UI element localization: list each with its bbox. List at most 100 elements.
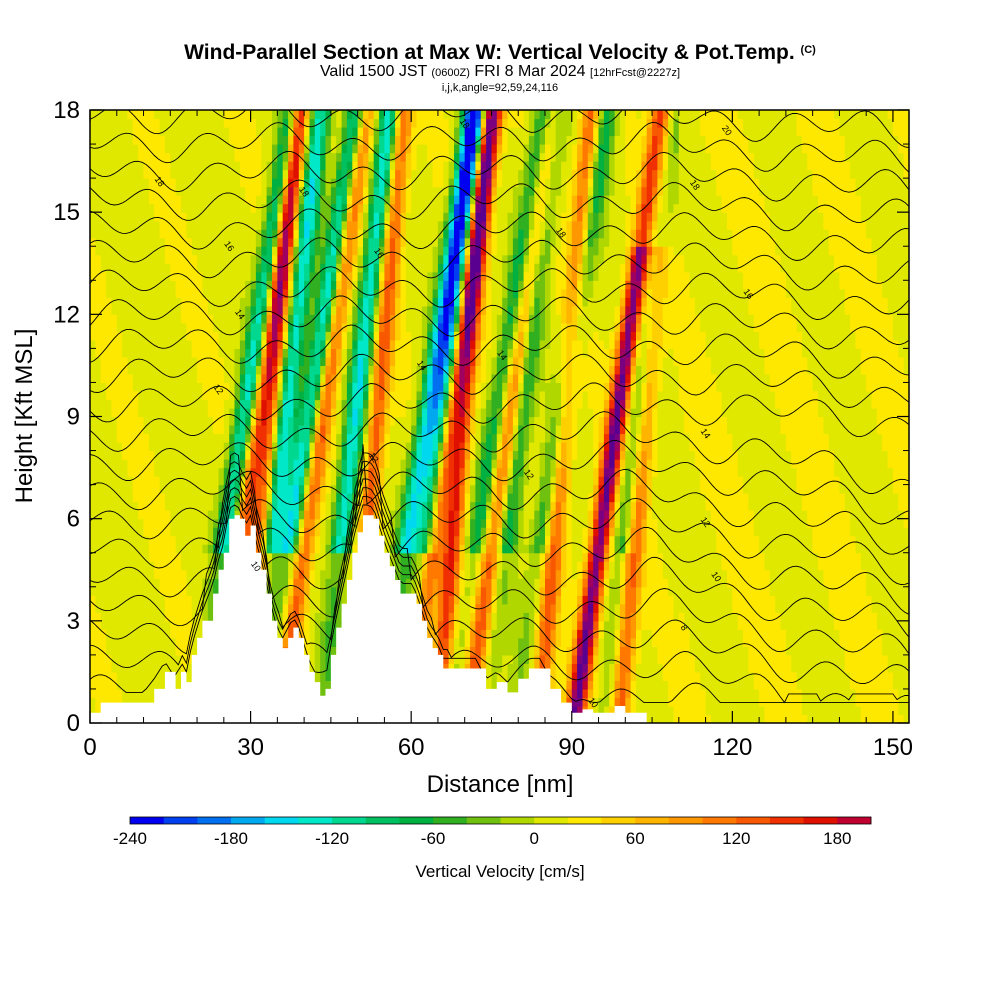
velocity-cell (373, 425, 380, 435)
velocity-cell (432, 391, 439, 401)
velocity-cell (197, 127, 204, 137)
velocity-cell (122, 680, 129, 690)
velocity-cell (336, 110, 343, 120)
velocity-cell (245, 127, 252, 137)
velocity-cell (309, 399, 316, 409)
velocity-cell (405, 135, 412, 145)
velocity-cell (143, 561, 150, 571)
velocity-cell (443, 356, 450, 366)
velocity-cell (191, 229, 198, 239)
velocity-cell (379, 501, 386, 511)
velocity-cell (181, 339, 187, 349)
velocity-cell (116, 195, 123, 205)
velocity-cell (127, 612, 134, 622)
velocity-cell (272, 339, 278, 349)
velocity-cell (309, 637, 316, 647)
velocity-cell (229, 365, 236, 375)
velocity-cell (218, 212, 225, 222)
velocity-cell (154, 339, 161, 349)
velocity-cell (143, 280, 150, 290)
velocity-cell (443, 322, 450, 332)
velocity-cell (186, 552, 193, 562)
velocity-cell (95, 356, 102, 366)
velocity-cell (154, 493, 161, 503)
velocity-cell (443, 535, 450, 545)
velocity-cell (122, 271, 129, 281)
velocity-cell (293, 373, 300, 383)
velocity-cell (288, 425, 295, 435)
velocity-cell (143, 186, 150, 196)
velocity-cell (255, 459, 262, 469)
velocity-cell (229, 110, 236, 120)
velocity-cell (272, 322, 278, 332)
velocity-cell (223, 467, 230, 477)
velocity-cell (175, 203, 182, 213)
velocity-cell (454, 663, 460, 673)
velocity-cell (116, 271, 123, 281)
velocity-cell (127, 552, 134, 562)
velocity-cell (282, 178, 289, 188)
velocity-cell (213, 433, 220, 443)
velocity-cell (320, 254, 327, 264)
velocity-cell (213, 484, 220, 494)
velocity-cell (106, 586, 113, 596)
velocity-cell (454, 297, 460, 307)
velocity-cell (90, 706, 96, 716)
velocity-cell (154, 620, 161, 630)
velocity-cell (207, 161, 214, 171)
velocity-cell (427, 220, 434, 230)
velocity-cell (207, 603, 214, 613)
velocity-cell (223, 288, 230, 298)
velocity-cell (432, 229, 439, 239)
velocity-cell (186, 569, 193, 579)
velocity-cell (90, 203, 96, 213)
velocity-cell (218, 161, 225, 171)
velocity-cell (154, 322, 161, 332)
velocity-cell (421, 408, 428, 418)
velocity-cell (384, 408, 391, 418)
velocity-cell (357, 373, 364, 383)
velocity-cell (100, 680, 107, 690)
velocity-cell (138, 629, 145, 639)
velocity-cell (336, 476, 343, 486)
velocity-cell (127, 629, 134, 639)
velocity-cell (411, 339, 418, 349)
velocity-cell (148, 586, 155, 596)
velocity-cell (186, 271, 193, 281)
velocity-cell (421, 263, 428, 273)
velocity-cell (207, 382, 214, 392)
velocity-cell (100, 178, 107, 188)
velocity-cell (411, 467, 418, 477)
velocity-cell (127, 263, 134, 273)
velocity-cell (272, 229, 278, 239)
velocity-cell (127, 331, 134, 341)
velocity-cell (111, 493, 118, 503)
velocity-cell (373, 144, 380, 154)
velocity-cell (148, 297, 155, 307)
velocity-cell (164, 161, 171, 171)
velocity-cell (384, 280, 391, 290)
velocity-cell (148, 203, 155, 213)
velocity-cell (346, 408, 353, 418)
velocity-cell (448, 305, 455, 315)
velocity-cell (373, 246, 380, 256)
velocity-cell (288, 356, 295, 366)
velocity-cell (111, 425, 118, 435)
velocity-cell (223, 365, 230, 375)
velocity-cell (197, 254, 204, 264)
velocity-cell (229, 237, 236, 247)
velocity-cell (229, 459, 236, 469)
velocity-cell (293, 382, 300, 392)
velocity-cell (143, 680, 150, 690)
velocity-cell (170, 305, 177, 315)
velocity-cell (170, 237, 177, 247)
velocity-cell (148, 382, 155, 392)
velocity-cell (95, 408, 102, 418)
velocity-cell (207, 518, 214, 528)
velocity-cell (448, 399, 455, 409)
velocity-cell (336, 612, 343, 622)
velocity-cell (213, 220, 220, 230)
velocity-cell (95, 442, 102, 452)
velocity-cell (132, 220, 139, 230)
velocity-cell (148, 493, 155, 503)
